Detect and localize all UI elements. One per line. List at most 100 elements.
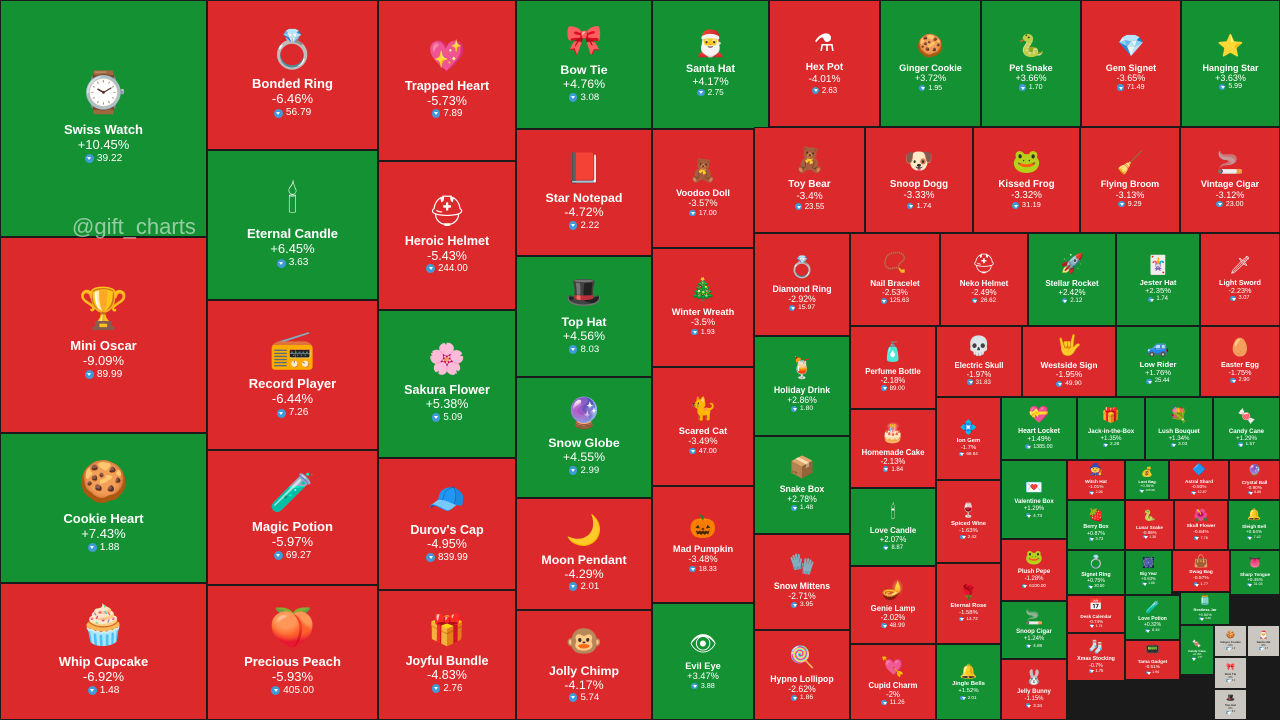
tile-snoop-cigar[interactable]: 🚬 Snoop Cigar +1.24% 4.89 <box>1001 601 1067 659</box>
tile-santa-hat[interactable]: 🎅 Santa Hat 0% 2.7 <box>1247 625 1280 657</box>
tile-loot-bag[interactable]: 💰 Loot Bag +0.96% 105.98 <box>1125 460 1169 500</box>
tile-snake-box[interactable]: 📦 Snake Box +2.78% 1.48 <box>754 436 850 534</box>
tile-cupid-charm[interactable]: 💘 Cupid Charm -2% 11.26 <box>850 644 936 720</box>
tile-heroic-helmet[interactable]: ⛑ Heroic Helmet -5.43% 244.00 <box>378 161 516 310</box>
tile-swag-bag[interactable]: 👜 Swag Bag -0.57% 1.77 <box>1172 550 1230 592</box>
tile-lush-bouquet[interactable]: 💐 Lush Bouquet +1.34% 3.03 <box>1145 397 1213 460</box>
tile-big-year[interactable]: 🎆 Big Year +0.63% 1.66 <box>1125 550 1172 595</box>
tile-sakura-flower[interactable]: 🌸 Sakura Flower +5.38% 5.09 <box>378 310 516 458</box>
tile-gem-signet[interactable]: 💎 Gem Signet -3.65% 71.49 <box>1081 0 1181 127</box>
tile-jingle-bells[interactable]: 🔔 Jingle Bells +1.52% 2.01 <box>936 644 1001 720</box>
tile-hypno-lollipop[interactable]: 🍭 Hypno Lollipop -2.62% 1.86 <box>754 630 850 720</box>
tile-mini-oscar[interactable]: 🏆 Mini Oscar -9.09% 89.99 <box>0 237 207 433</box>
tile-trapped-heart[interactable]: 💖 Trapped Heart -5.73% 7.89 <box>378 0 516 161</box>
tile-pet-snake[interactable]: 🐍 Pet Snake +3.66% 1.70 <box>981 0 1081 127</box>
tile-ginger-cookie[interactable]: 🍪 Ginger Cookie 0% 1.9 <box>1214 625 1247 657</box>
eternal-candle-icon: 🕯 <box>287 178 298 220</box>
ton-icon <box>84 370 94 380</box>
tile-top-hat[interactable]: 🎩 Top Hat +4.56% 8.03 <box>516 256 652 377</box>
tile-change: -2.02% <box>880 613 906 623</box>
tile-toy-bear[interactable]: 🧸 Toy Bear -3.4% 23.55 <box>754 127 865 233</box>
tile-berry-box[interactable]: 🍓 Berry Box +0.87% 3.73 <box>1067 500 1125 550</box>
tile-price: 5.99 <box>1219 83 1242 91</box>
tile-precious-peach[interactable]: 🍑 Precious Peach -5.93% 405.00 <box>207 585 378 720</box>
tile-price: 42.87 <box>1191 490 1207 496</box>
tile-hanging-star[interactable]: ⭐ Hanging Star +3.63% 5.99 <box>1181 0 1280 127</box>
tile-nail-bracelet[interactable]: 📿 Nail Bracelet -2.53% 125.63 <box>850 233 940 326</box>
tile-top-hat[interactable]: 🎩 Top Hat 0% 8.0 <box>1214 689 1247 720</box>
tile-voodoo-doll[interactable]: 🧸 Voodoo Doll -3.57% 17.00 <box>652 129 754 248</box>
tile-price: 39.22 <box>84 153 122 165</box>
tile-skull-flower[interactable]: 🌺 Skull Flower -0.84% 7.76 <box>1174 500 1228 550</box>
tile-jelly-bunny[interactable]: 🐰 Jelly Bunny -1.15% 3.34 <box>1001 659 1067 720</box>
tile-magic-potion[interactable]: 🧪 Magic Potion -5.97% 69.27 <box>207 450 378 585</box>
tile-homemade-cake[interactable]: 🎂 Homemade Cake -2.13% 1.84 <box>850 409 936 488</box>
tile-jack-in-the-box[interactable]: 🎁 Jack-in-the-Box +1.35% 2.26 <box>1077 397 1145 460</box>
love-potion-icon: 🧪 <box>1145 600 1160 615</box>
tile-vintage-cigar[interactable]: 🚬 Vintage Cigar -3.12% 23.00 <box>1180 127 1280 233</box>
tile-evil-eye[interactable]: 👁 Evil Eye +3.47% 3.88 <box>652 603 754 720</box>
tile-change: +2.07% <box>879 535 907 545</box>
tile-xmas-stocking[interactable]: 🧦 Xmas Stocking -0.7% 1.75 <box>1067 633 1125 681</box>
tile-electric-skull[interactable]: 💀 Electric Skull -1.97% 31.83 <box>936 326 1022 397</box>
tile-diamond-ring[interactable]: 💍 Diamond Ring -2.92% 15.97 <box>754 233 850 336</box>
tile-sleigh-bell[interactable]: 🔔 Sleigh Bell +0.54% 7.42 <box>1228 500 1280 550</box>
tile-spiced-wine[interactable]: 🍷 Spiced Wine -1.63% 2.42 <box>936 480 1001 563</box>
tile-neko-helmet[interactable]: ⛑ Neko Helmet -2.49% 26.62 <box>940 233 1028 326</box>
tile-kissed-frog[interactable]: 🐸 Kissed Frog -3.32% 31.19 <box>973 127 1080 233</box>
tile-durov-s-cap[interactable]: 🧢 Durov's Cap -4.95% 839.99 <box>378 458 516 590</box>
tile-bonded-ring[interactable]: 💍 Bonded Ring -6.46% 56.79 <box>207 0 378 150</box>
tile-price-value: 31.19 <box>1021 200 1041 210</box>
tile-snow-globe[interactable]: 🔮 Snow Globe +4.55% 2.99 <box>516 377 652 498</box>
tile-perfume-bottle[interactable]: 🧴 Perfume Bottle -2.18% 89.00 <box>850 326 936 409</box>
tile-mad-pumpkin[interactable]: 🎃 Mad Pumpkin -3.48% 18.33 <box>652 486 754 603</box>
tile-astral-shard[interactable]: 🔷 Astral Shard -0.93% 42.87 <box>1169 460 1229 500</box>
tile-low-rider[interactable]: 🚙 Low Rider +1.76% 25.44 <box>1116 326 1200 397</box>
tile-record-player[interactable]: 📻 Record Player -6.44% 7.26 <box>207 300 378 450</box>
tile-bow-tie[interactable]: 🎀 Bow Tie 0% 3.0 <box>1214 657 1247 689</box>
tile-restless-jar[interactable]: 🫙 Restless Jar +0.50% 4.66 <box>1180 592 1230 625</box>
tile-cookie-heart[interactable]: 🍪 Cookie Heart +7.43% 1.88 <box>0 433 207 583</box>
tile-bow-tie[interactable]: 🎀 Bow Tie +4.76% 3.08 <box>516 0 652 129</box>
tile-signet-ring[interactable]: 💍 Signet Ring +0.75% 20.50 <box>1067 550 1125 595</box>
tile-easter-egg[interactable]: 🥚 Easter Egg -1.75% 2.90 <box>1200 326 1280 397</box>
tile-eternal-rose[interactable]: 🌹 Eternal Rose -1.58% 13.72 <box>936 563 1001 644</box>
tile-tama-gadget[interactable]: 📟 Tama Gadget -0.51% 1.94 <box>1125 640 1180 680</box>
tile-jester-hat[interactable]: 🃏 Jester Hat +2.35% 1.74 <box>1116 233 1200 326</box>
tile-genie-lamp[interactable]: 🪔 Genie Lamp -2.02% 48.99 <box>850 566 936 644</box>
tile-price-value: 2.22 <box>580 219 600 231</box>
tile-valentine-box[interactable]: 💌 Valentine Box +1.29% 4.73 <box>1001 460 1067 539</box>
tile-winter-wreath[interactable]: 🎄 Winter Wreath -3.5% 1.93 <box>652 248 754 367</box>
tile-whip-cupcake[interactable]: 🧁 Whip Cupcake -6.92% 1.48 <box>0 583 207 720</box>
tile-light-sword[interactable]: 🗡 Light Sword -2.23% 3.07 <box>1200 233 1280 326</box>
tile-love-candle[interactable]: 🕯 Love Candle +2.07% 8.87 <box>850 488 936 566</box>
tile-plush-pepe[interactable]: 🐸 Plush Pepe -1.28% 6100.00 <box>1001 539 1067 601</box>
tile-santa-hat[interactable]: 🎅 Santa Hat +4.17% 2.75 <box>652 0 769 129</box>
tile-sharp-tongue[interactable]: 👅 Sharp Tongue +0.45% 31.03 <box>1230 550 1280 595</box>
tile-desk-calendar[interactable]: 📅 Desk Calendar -0.74% 1.74 <box>1067 595 1125 633</box>
tile-candy-cane[interactable]: 🍬 Candy Cane +1.29% 1.57 <box>1213 397 1280 460</box>
tile-westside-sign[interactable]: 🤟 Westside Sign -1.95% 49.90 <box>1022 326 1116 397</box>
tile-heart-locket[interactable]: 💝 Heart Locket +1.49% 1385.00 <box>1001 397 1077 460</box>
tile-name: Berry Box <box>1083 524 1109 531</box>
tile-crystal-ball[interactable]: 🔮 Crystal Ball -0.90% 5.86 <box>1229 460 1280 500</box>
tile-star-notepad[interactable]: 📕 Star Notepad -4.72% 2.22 <box>516 129 652 256</box>
tile-eternal-candle[interactable]: 🕯 Eternal Candle +6.45% 3.63 <box>207 150 378 300</box>
tile-holiday-drink[interactable]: 🍹 Holiday Drink +2.86% 1.80 <box>754 336 850 436</box>
tile-love-potion[interactable]: 🧪 Love Potion +0.32% 8.45 <box>1125 595 1180 640</box>
tile-jolly-chimp[interactable]: 🐵 Jolly Chimp -4.17% 5.74 <box>516 610 652 720</box>
tile-ginger-cookie[interactable]: 🍪 Ginger Cookie +3.72% 1.95 <box>880 0 981 127</box>
tile-swiss-watch[interactable]: ⌚ Swiss Watch +10.45% 39.22 <box>0 0 207 237</box>
tile-flying-broom[interactable]: 🧹 Flying Broom -3.13% 9.29 <box>1080 127 1180 233</box>
tile-snoop-dogg[interactable]: 🐶 Snoop Dogg -3.33% 1.74 <box>865 127 973 233</box>
tile-stellar-rocket[interactable]: 🚀 Stellar Rocket +2.42% 2.12 <box>1028 233 1116 326</box>
tile-hex-pot[interactable]: ⚗ Hex Pot -4.01% 2.63 <box>769 0 880 127</box>
tile-moon-pendant[interactable]: 🌙 Moon Pendant -4.29% 2.01 <box>516 498 652 610</box>
tile-lunar-snake[interactable]: 🐍 Lunar Snake -0.86% 1.38 <box>1125 500 1174 550</box>
tile-ion-gem[interactable]: 💠 Ion Gem -1.7% 66.84 <box>936 397 1001 480</box>
tile-candy-cane[interactable]: 🍬 Candy Cane +0.4% 1.57 <box>1180 625 1214 675</box>
tile-scared-cat[interactable]: 🐈 Scared Cat -3.49% 47.00 <box>652 367 754 486</box>
tile-snow-mittens[interactable]: 🧤 Snow Mittens -2.71% 3.95 <box>754 534 850 630</box>
tile-joyful-bundle[interactable]: 🎁 Joyful Bundle -4.83% 2.76 <box>378 590 516 720</box>
tile-witch-hat[interactable]: 🧙 Witch Hat -1.01% 2.06 <box>1067 460 1125 500</box>
